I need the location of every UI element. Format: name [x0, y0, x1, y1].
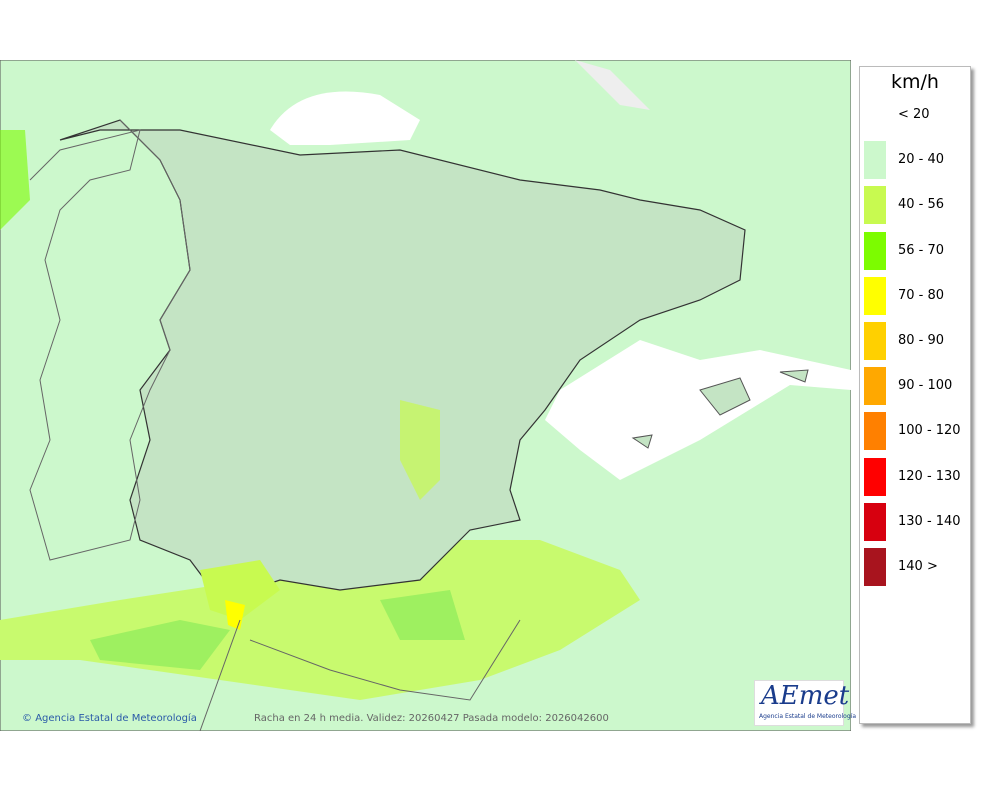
legend-item: 140 >: [864, 548, 968, 586]
legend-item: 90 - 100: [864, 367, 968, 406]
legend-swatch: [864, 141, 886, 180]
legend-label: 70 - 80: [898, 287, 945, 303]
legend-label: 90 - 100: [898, 378, 953, 394]
legend-swatch: [864, 276, 886, 315]
copyright: © Agencia Estatal de Meteorología: [22, 713, 197, 724]
legend-swatch: [864, 548, 886, 586]
legend-item: 130 - 140: [864, 502, 968, 541]
legend-swatch: [864, 96, 886, 134]
legend-swatch: [864, 502, 886, 541]
legend-item: 80 - 90: [864, 322, 968, 360]
legend-swatch: [864, 322, 886, 360]
legend: km/h < 20 20 - 40 40 - 56 56 - 70 70 - 80 80 …: [859, 66, 971, 724]
island: [779, 369, 809, 383]
legend-item: 56 - 70: [864, 231, 968, 270]
sea-calm: [545, 340, 851, 480]
legend-label: 130 - 140: [898, 513, 961, 529]
border: [29, 119, 191, 561]
sea-calm: [575, 60, 650, 110]
logo: AEmet Agencia Estatal de Meteorología: [754, 680, 856, 726]
island: [699, 377, 751, 416]
logo-text: AEmet: [761, 681, 850, 711]
legend-swatch: [864, 457, 886, 496]
legend-item: 100 - 120: [864, 412, 968, 451]
legend-item: 70 - 80: [864, 276, 968, 315]
legend-item: 40 - 56: [864, 186, 968, 225]
gust-zone: [225, 600, 245, 630]
legend-item: < 20: [864, 96, 968, 134]
legend-label: 80 - 90: [898, 333, 945, 348]
footer-agency: Agencia Estatal de Meteorología: [35, 713, 197, 724]
footer-caption: Racha en 24 h media. Validez: 20260427 P…: [254, 713, 609, 724]
gust-zone: [0, 130, 30, 230]
gust-zone: [400, 400, 440, 500]
legend-label: 40 - 56: [898, 197, 945, 213]
legend-label: 140 >: [898, 559, 938, 574]
legend-swatch: [864, 186, 886, 225]
gust-zone: [200, 560, 280, 620]
gust-zone: [90, 620, 230, 670]
legend-label: 100 - 120: [898, 423, 961, 439]
legend-label: 56 - 70: [898, 242, 945, 258]
sea-calm: [270, 91, 420, 145]
legend-swatch: [864, 231, 886, 270]
legend-swatch: [864, 367, 886, 406]
coast: [199, 619, 241, 731]
legend-label: < 20: [898, 107, 930, 122]
legend-item: 20 - 40: [864, 141, 968, 180]
legend-label: 20 - 40: [898, 152, 945, 168]
logo-subtitle: Agencia Estatal de Meteorología: [759, 713, 856, 720]
island: [631, 434, 653, 449]
legend-label: 120 - 130: [898, 468, 961, 484]
coast: [249, 619, 521, 701]
legend-item: 120 - 130: [864, 457, 968, 496]
legend-swatch: [864, 412, 886, 451]
legend-title: km/h: [891, 71, 939, 93]
gust-zone: [380, 590, 465, 640]
map: [0, 60, 851, 731]
